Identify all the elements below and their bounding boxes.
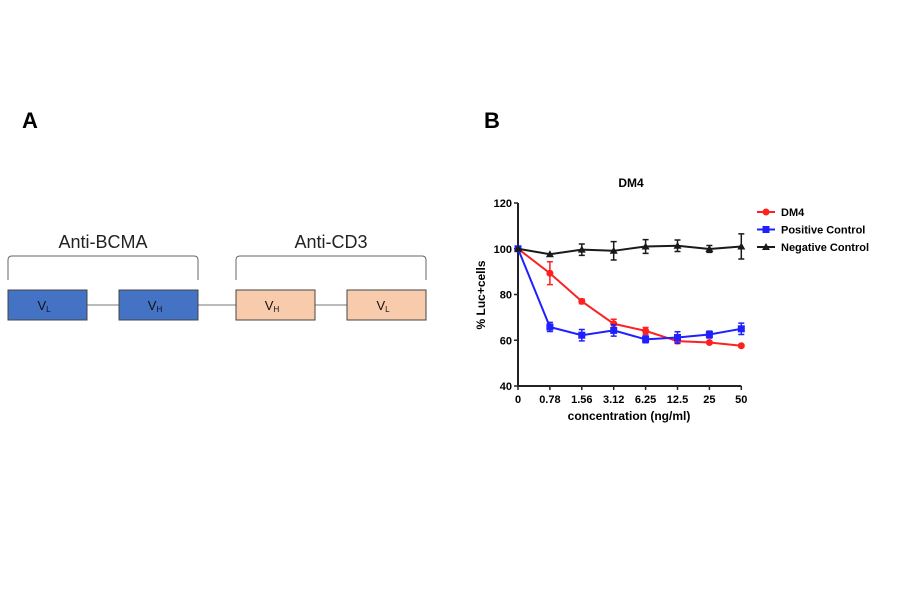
data-point bbox=[642, 327, 650, 335]
series-line bbox=[517, 248, 742, 341]
domain-name: V bbox=[37, 298, 46, 313]
data-point bbox=[578, 331, 586, 339]
data-point bbox=[546, 269, 554, 277]
x-tick-label: 25 bbox=[703, 394, 715, 406]
legend-marker bbox=[762, 208, 770, 216]
group-label: Anti-CD3 bbox=[294, 232, 367, 252]
data-point bbox=[609, 246, 618, 254]
data-point bbox=[705, 331, 713, 339]
data-point bbox=[737, 342, 745, 350]
series-line bbox=[517, 247, 742, 347]
data-point bbox=[737, 242, 746, 250]
panel-label-b: B bbox=[484, 108, 500, 133]
domain-name: V bbox=[148, 298, 157, 313]
domain-subscript: L bbox=[385, 305, 390, 314]
data-point bbox=[578, 297, 586, 305]
data-point bbox=[642, 335, 650, 343]
chart-title: DM4 bbox=[618, 176, 644, 190]
bracket bbox=[235, 255, 427, 280]
domain-subscript: H bbox=[156, 305, 162, 314]
y-tick-label: 120 bbox=[494, 198, 512, 210]
chart: DM4 % Luc+cells concentration (ng/ml) 40… bbox=[474, 176, 869, 423]
data-point bbox=[705, 244, 714, 252]
legend-label: Negative Control bbox=[781, 242, 869, 254]
domain-label: VL bbox=[37, 298, 51, 314]
x-tick-label: 6.25 bbox=[635, 394, 656, 406]
domain-label: VL bbox=[376, 298, 390, 314]
legend-marker bbox=[762, 243, 770, 250]
y-tick-label: 60 bbox=[500, 335, 512, 347]
data-point bbox=[673, 241, 682, 249]
x-tick-label: 12.5 bbox=[667, 394, 688, 406]
y-tick-label: 80 bbox=[500, 290, 512, 302]
x-tick-label: 50 bbox=[735, 394, 747, 406]
x-tick-label: 0.78 bbox=[539, 394, 560, 406]
domain-box bbox=[118, 289, 199, 321]
legend-label: DM4 bbox=[781, 207, 805, 219]
y-tick-label: 40 bbox=[500, 381, 512, 393]
data-point bbox=[674, 334, 681, 342]
y-axis-label: % Luc+cells bbox=[474, 260, 488, 329]
x-tick-label: 3.12 bbox=[603, 394, 624, 406]
series-dm4: DM4 bbox=[514, 207, 805, 350]
domain-box bbox=[346, 289, 427, 321]
group-label: Anti-BCMA bbox=[58, 232, 147, 252]
data-point bbox=[577, 245, 586, 253]
data-point bbox=[705, 339, 713, 347]
series-positive-control: Positive Control bbox=[514, 225, 865, 344]
data-point bbox=[610, 320, 618, 328]
data-point bbox=[545, 250, 554, 258]
domain-label: VH bbox=[265, 298, 280, 314]
data-point bbox=[737, 325, 745, 333]
domain-label: VH bbox=[148, 298, 163, 314]
domain-name: V bbox=[376, 298, 385, 313]
domain-name: V bbox=[265, 298, 274, 313]
bracket bbox=[7, 255, 199, 280]
domain-box bbox=[235, 289, 316, 321]
x-tick-label: 1.56 bbox=[571, 394, 592, 406]
x-axis-label: concentration (ng/ml) bbox=[568, 409, 691, 423]
domain-subscript: H bbox=[273, 305, 279, 314]
x-tick-label: 0 bbox=[515, 394, 521, 406]
panel-label-a: A bbox=[22, 108, 38, 133]
legend-label: Positive Control bbox=[781, 225, 865, 237]
legend-marker bbox=[762, 226, 770, 233]
data-point bbox=[641, 242, 650, 250]
data-point bbox=[610, 326, 618, 334]
data-point bbox=[514, 244, 522, 252]
y-tick-label: 100 bbox=[494, 244, 512, 256]
domain-box bbox=[7, 289, 88, 321]
series-negative-control: Negative Control bbox=[514, 233, 869, 261]
domain-subscript: L bbox=[46, 305, 51, 314]
series-line bbox=[517, 244, 742, 256]
data-point bbox=[546, 323, 554, 331]
